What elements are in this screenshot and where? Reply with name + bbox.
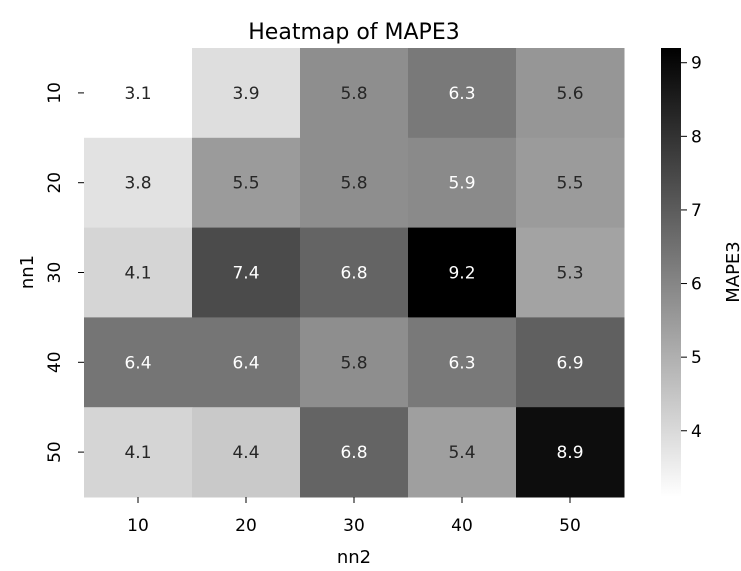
heatmap-cell-r1-c4 — [408, 48, 517, 139]
heatmap-cell-r2-c4 — [408, 137, 517, 229]
heatmap-cell-r4-c5 — [516, 317, 625, 408]
heatmap-cell-r5-c2 — [192, 407, 301, 498]
chart-title: Heatmap of MAPE3 — [248, 20, 459, 45]
colorbar-ticks: 4 5 6 7 8 9 — [681, 54, 702, 442]
heatmap-cell-label-r2-c1: 3.8 — [124, 174, 151, 194]
heatmap-cell-r5-c3 — [300, 407, 409, 498]
heatmap-cell-r4-c1 — [84, 317, 193, 408]
heatmap-cell-r3-c1 — [84, 227, 193, 318]
y-axis-label: nn1 — [17, 255, 38, 289]
y-axis: 10 20 30 40 50 — [45, 82, 84, 463]
heatmap-cell-label-r2-c3: 5.8 — [340, 174, 367, 194]
colorbar-tick-label-6: 6 — [691, 275, 702, 295]
heatmap-cell-label-r4-c2: 6.4 — [232, 353, 259, 373]
x-axis: 10 20 30 40 50 — [127, 497, 581, 536]
heatmap-cell-r5-c5 — [516, 407, 625, 498]
colorbar-tick-label-4: 4 — [691, 422, 702, 442]
x-tick-label-30: 30 — [343, 516, 365, 536]
heatmap-cell-r2-c5 — [516, 137, 625, 229]
heatmap-cell-labels: 3.1 3.9 5.8 6.3 5.6 3.8 5.5 5.8 5.9 5.5 4.1 7.4 6.8 9… — [124, 84, 583, 463]
heatmap-cell-label-r5-c5: 8.9 — [556, 443, 583, 463]
heatmap-cell-r2-c1 — [84, 137, 193, 229]
colorbar-tick-label-5: 5 — [691, 348, 702, 368]
x-tick-label-20: 20 — [235, 516, 257, 536]
heatmap-cell-label-r2-c5: 5.5 — [556, 174, 583, 194]
heatmap-cell-r2-c3 — [300, 137, 409, 229]
heatmap-cell-label-r1-c4: 6.3 — [448, 84, 475, 104]
heatmap-cell-label-r3-c3: 6.8 — [340, 264, 367, 284]
heatmap-cell-r1-c3 — [300, 48, 409, 139]
heatmap-cell-r4-c2 — [192, 317, 301, 408]
heatmap-cell-label-r4-c1: 6.4 — [124, 353, 151, 373]
heatmap-cell-label-r2-c4: 5.9 — [448, 174, 475, 194]
heatmap-cell-label-r4-c3: 5.8 — [340, 353, 367, 373]
colorbar-tick-label-7: 7 — [691, 201, 702, 221]
colorbar-tick-label-9: 9 — [691, 54, 702, 74]
x-tick-label-50: 50 — [559, 516, 581, 536]
colorbar-tick-label-8: 8 — [691, 127, 702, 147]
y-tick-label-30: 30 — [45, 262, 65, 284]
colorbar: 4 5 6 7 8 9 MAPE3 — [661, 48, 741, 497]
heatmap-cell-r3-c3 — [300, 227, 409, 318]
heatmap-cell-label-r1-c3: 5.8 — [340, 84, 367, 104]
heatmap-cell-r5-c4 — [408, 407, 517, 498]
heatmap-cell-r1-c1 — [84, 48, 193, 139]
heatmap-cell-r3-c4 — [408, 227, 517, 318]
x-tick-label-10: 10 — [127, 516, 149, 536]
heatmap-cell-label-r5-c4: 5.4 — [448, 443, 475, 463]
heatmap-cell-label-r3-c2: 7.4 — [232, 264, 259, 284]
heatmap-cell-r4-c3 — [300, 317, 409, 408]
y-tick-label-10: 10 — [45, 82, 65, 104]
heatmap-cell-r2-c2 — [192, 137, 301, 229]
heatmap-cell-label-r5-c2: 4.4 — [232, 443, 259, 463]
heatmap-cell-r5-c1 — [84, 407, 193, 498]
colorbar-label: MAPE3 — [723, 241, 741, 303]
heatmap-cell-label-r3-c4: 9.2 — [448, 264, 475, 284]
heatmap-cell-r4-c4 — [408, 317, 517, 408]
heatmap-cell-r1-c5 — [516, 48, 625, 139]
heatmap-cell-label-r4-c5: 6.9 — [556, 353, 583, 373]
colorbar-gradient — [661, 48, 681, 497]
heatmap-cell-label-r5-c1: 4.1 — [124, 443, 151, 463]
heatmap-cell-label-r3-c5: 5.3 — [556, 264, 583, 284]
heatmap-cell-label-r4-c4: 6.3 — [448, 353, 475, 373]
x-tick-label-40: 40 — [451, 516, 473, 536]
heatmap-cell-label-r5-c3: 6.8 — [340, 443, 367, 463]
heatmap-cell-label-r1-c2: 3.9 — [232, 84, 259, 104]
y-tick-label-20: 20 — [45, 172, 65, 194]
heatmap-cell-r1-c2 — [192, 48, 301, 139]
heatmap-cell-label-r1-c5: 5.6 — [556, 84, 583, 104]
heatmap-cell-label-r1-c1: 3.1 — [124, 84, 151, 104]
heatmap-cell-label-r3-c1: 4.1 — [124, 264, 151, 284]
y-tick-label-40: 40 — [45, 351, 65, 373]
y-tick-label-50: 50 — [45, 441, 65, 463]
heatmap-cell-r3-c2 — [192, 227, 301, 318]
x-axis-label: nn2 — [337, 547, 371, 568]
heatmap-cell-label-r2-c2: 5.5 — [232, 174, 259, 194]
heatmap-cells — [84, 48, 625, 498]
heatmap-cell-r3-c5 — [516, 227, 625, 318]
